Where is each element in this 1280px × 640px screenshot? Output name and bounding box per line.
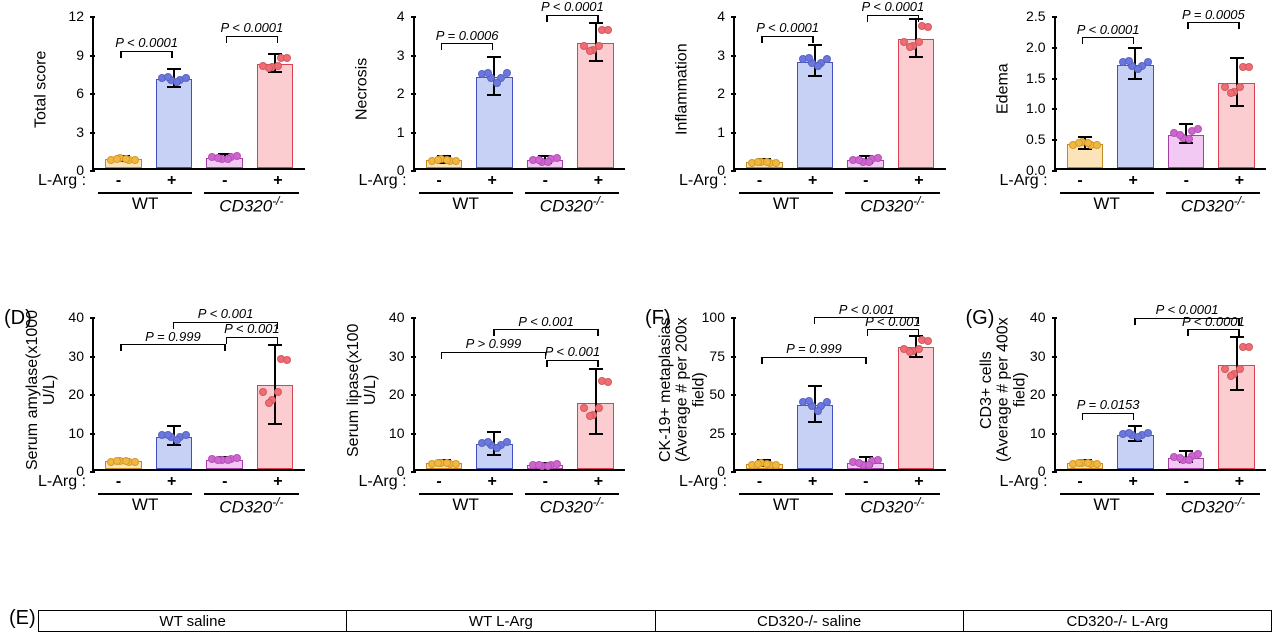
chart-edema: Edema0.00.51.01.52.02.5P < 0.0001P = 0.0… — [992, 8, 1273, 218]
p-value-label: P < 0.0001 — [1156, 302, 1219, 317]
chart-necrosis: Necrosis01234P = 0.0006P < 0.0001L-Arg :… — [351, 8, 632, 218]
larg-label: L-Arg : — [38, 473, 86, 491]
p-value-label: P < 0.0001 — [861, 0, 924, 14]
y-axis-label: Edema — [994, 8, 1014, 170]
p-value-label: P < 0.001 — [839, 302, 895, 317]
bar-1 — [1117, 65, 1153, 168]
chart-cd3: CD3+ cells (Average # per 400x field)010… — [992, 309, 1273, 519]
larg-label: L-Arg : — [1000, 172, 1048, 190]
bar-3 — [898, 347, 934, 469]
y-axis-label: Inflammation — [673, 8, 693, 170]
e-cell-0: WT saline — [39, 611, 347, 631]
bar-1 — [156, 79, 192, 168]
y-axis-label: Serum lipase(x100 U/L) — [353, 309, 373, 471]
group-wt: WT — [419, 493, 513, 515]
bar-1 — [797, 62, 833, 168]
p-value-label: P < 0.0001 — [541, 0, 604, 14]
group-wt: WT — [98, 192, 192, 214]
larg-label: L-Arg : — [1000, 473, 1048, 491]
e-cell-2: CD320-/- saline — [656, 611, 964, 631]
group-cd320: CD320-/- — [525, 493, 619, 518]
y-axis-label: Serum amylase(x1000 U/L) — [32, 309, 52, 471]
larg-label: L-Arg : — [679, 473, 727, 491]
larg-label: L-Arg : — [359, 172, 407, 190]
group-wt: WT — [1060, 493, 1154, 515]
panel-edema: Edema0.00.51.01.52.02.5P < 0.0001P = 0.0… — [970, 8, 1273, 301]
group-cd320: CD320-/- — [1166, 192, 1260, 217]
larg-label: L-Arg : — [679, 172, 727, 190]
group-wt: WT — [739, 493, 833, 515]
figure-grid: Total score036912P < 0.0001P < 0.0001L-A… — [8, 8, 1272, 632]
group-cd320: CD320-/- — [845, 493, 939, 518]
panel-necrosis: Necrosis01234P = 0.0006P < 0.0001L-Arg :… — [329, 8, 632, 301]
panel-D-amylase: (D)Serum amylase(x1000 U/L)010203040P = … — [8, 309, 311, 602]
chart-total-score: Total score036912P < 0.0001P < 0.0001L-A… — [30, 8, 311, 218]
chart-amylase: Serum amylase(x1000 U/L)010203040P = 0.9… — [30, 309, 311, 519]
panel-letter-E: (E) — [9, 607, 36, 630]
group-cd320: CD320-/- — [1166, 493, 1260, 518]
chart-lipase: Serum lipase(x100 U/L)010203040P > 0.999… — [351, 309, 632, 519]
y-axis-label: Necrosis — [353, 8, 373, 170]
group-wt: WT — [739, 192, 833, 214]
group-cd320: CD320-/- — [204, 493, 298, 518]
group-cd320: CD320-/- — [525, 192, 619, 217]
bar-3 — [257, 64, 293, 168]
e-cell-1: WT L-Arg — [347, 611, 655, 631]
panel-inflammation: Inflammation01234P < 0.0001P < 0.0001L-A… — [649, 8, 952, 301]
y-axis-label: CD3+ cells (Average # per 400x field) — [994, 309, 1014, 471]
panel-E-row: (E) WT saline WT L-Arg CD320-/- saline C… — [38, 610, 1272, 632]
panel-D-lipase: Serum lipase(x100 U/L)010203040P > 0.999… — [329, 309, 632, 602]
bar-3 — [898, 39, 934, 168]
panel-total-score: Total score036912P < 0.0001P < 0.0001L-A… — [8, 8, 311, 301]
panel-F: (F)CK-19+ metaplasias (Average # per 200… — [649, 309, 952, 602]
larg-label: L-Arg : — [38, 172, 86, 190]
chart-ck19: CK-19+ metaplasias (Average # per 200x f… — [671, 309, 952, 519]
group-wt: WT — [98, 493, 192, 515]
group-cd320: CD320-/- — [845, 192, 939, 217]
y-axis-label: Total score — [32, 8, 52, 170]
y-axis-label: CK-19+ metaplasias (Average # per 200x f… — [673, 309, 693, 471]
chart-inflammation: Inflammation01234P < 0.0001P < 0.0001L-A… — [671, 8, 952, 218]
larg-label: L-Arg : — [359, 473, 407, 491]
group-cd320: CD320-/- — [204, 192, 298, 217]
panel-G: (G)CD3+ cells (Average # per 400x field)… — [970, 309, 1273, 602]
group-wt: WT — [1060, 192, 1154, 214]
group-wt: WT — [419, 192, 513, 214]
e-cell-3: CD320-/- L-Arg — [964, 611, 1271, 631]
